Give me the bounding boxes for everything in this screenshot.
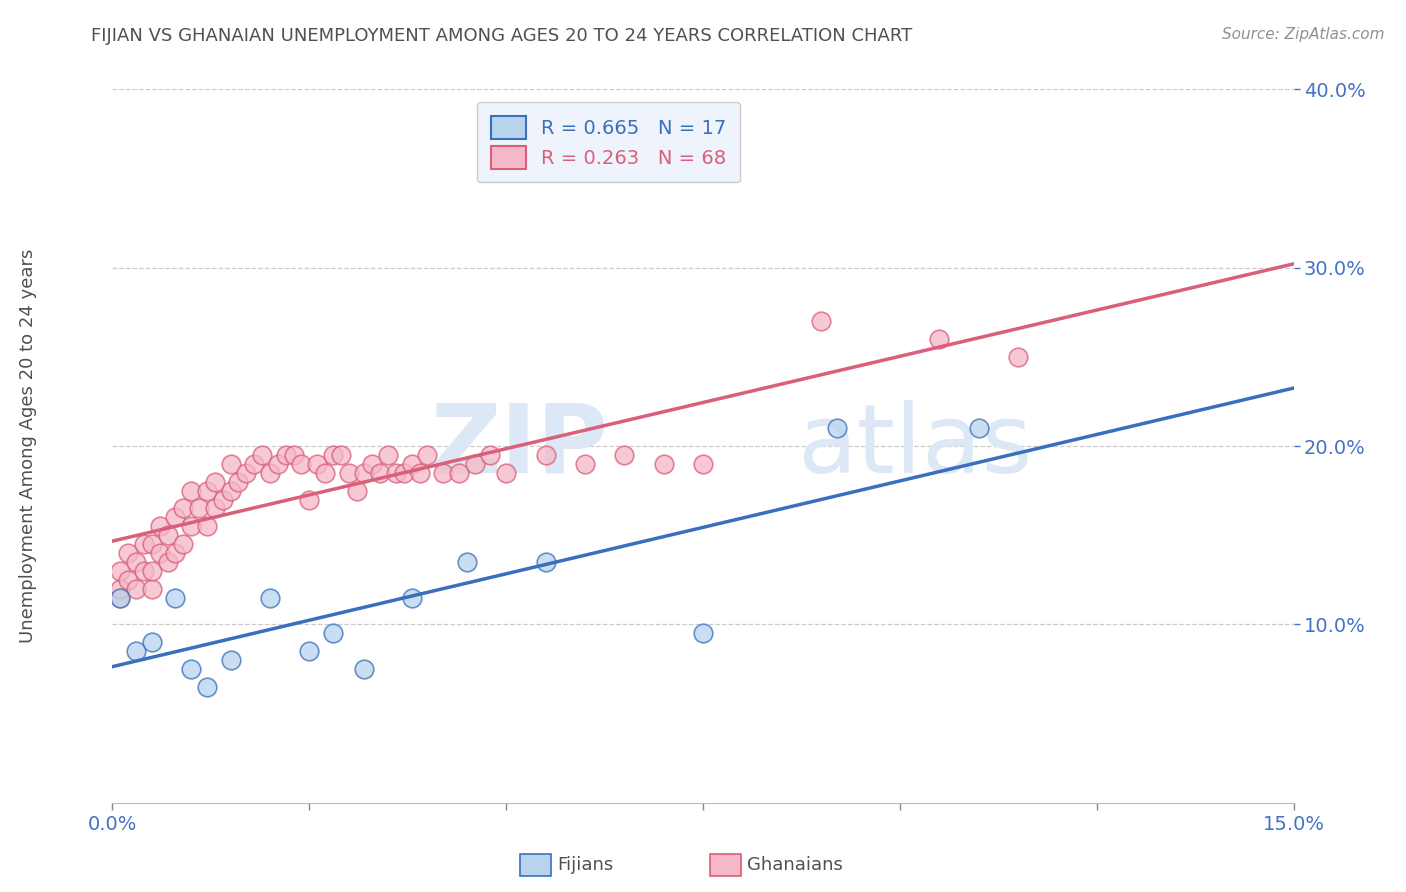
Point xyxy=(165,510,187,524)
Point xyxy=(432,466,454,480)
Point xyxy=(416,448,439,462)
Point xyxy=(456,555,478,569)
Point xyxy=(149,546,172,560)
Point xyxy=(392,466,415,480)
Point xyxy=(165,591,187,605)
Point xyxy=(692,626,714,640)
Point xyxy=(574,457,596,471)
Point xyxy=(172,501,194,516)
Text: Unemployment Among Ages 20 to 24 years: Unemployment Among Ages 20 to 24 years xyxy=(20,249,37,643)
Point xyxy=(967,421,990,435)
Point xyxy=(337,466,360,480)
Point xyxy=(346,483,368,498)
Point xyxy=(329,448,352,462)
Point xyxy=(141,564,163,578)
Point xyxy=(219,653,242,667)
Point xyxy=(692,457,714,471)
Point xyxy=(534,555,557,569)
Point xyxy=(141,635,163,649)
Point xyxy=(298,644,321,658)
Point xyxy=(652,457,675,471)
Point xyxy=(274,448,297,462)
Point xyxy=(267,457,290,471)
Point xyxy=(219,457,242,471)
Point xyxy=(132,537,155,551)
Point xyxy=(322,626,344,640)
Point xyxy=(125,644,148,658)
Legend: R = 0.665   N = 17, R = 0.263   N = 68: R = 0.665 N = 17, R = 0.263 N = 68 xyxy=(477,103,740,182)
Point xyxy=(250,448,273,462)
Point xyxy=(322,448,344,462)
Point xyxy=(195,483,218,498)
Point xyxy=(125,555,148,569)
Point xyxy=(149,519,172,533)
Point xyxy=(495,466,517,480)
Point xyxy=(110,564,132,578)
Point xyxy=(534,448,557,462)
Point xyxy=(195,519,218,533)
Point xyxy=(180,662,202,676)
Text: Fijians: Fijians xyxy=(557,856,613,874)
Point xyxy=(259,466,281,480)
Text: Source: ZipAtlas.com: Source: ZipAtlas.com xyxy=(1222,27,1385,42)
Point xyxy=(479,448,502,462)
Point xyxy=(353,662,375,676)
Point xyxy=(125,582,148,596)
Point xyxy=(290,457,312,471)
Point xyxy=(204,475,226,489)
Point xyxy=(368,466,391,480)
Point xyxy=(180,483,202,498)
Point xyxy=(259,591,281,605)
Point xyxy=(447,466,470,480)
Point xyxy=(110,582,132,596)
Point xyxy=(283,448,305,462)
Point xyxy=(141,582,163,596)
Point xyxy=(243,457,266,471)
Point xyxy=(235,466,257,480)
Point xyxy=(219,483,242,498)
Text: Ghanaians: Ghanaians xyxy=(747,856,842,874)
Text: FIJIAN VS GHANAIAN UNEMPLOYMENT AMONG AGES 20 TO 24 YEARS CORRELATION CHART: FIJIAN VS GHANAIAN UNEMPLOYMENT AMONG AG… xyxy=(91,27,912,45)
Point xyxy=(117,573,139,587)
Point xyxy=(165,546,187,560)
Point xyxy=(195,680,218,694)
Point xyxy=(180,519,202,533)
Point xyxy=(188,501,211,516)
Text: atlas: atlas xyxy=(797,400,1032,492)
Point xyxy=(172,537,194,551)
Point xyxy=(141,537,163,551)
Point xyxy=(117,546,139,560)
Text: ZIP: ZIP xyxy=(430,400,609,492)
Point xyxy=(204,501,226,516)
Point xyxy=(228,475,250,489)
Point xyxy=(307,457,329,471)
Point xyxy=(385,466,408,480)
Point xyxy=(825,421,848,435)
Point xyxy=(298,492,321,507)
Point xyxy=(353,466,375,480)
Point xyxy=(928,332,950,346)
Point xyxy=(401,591,423,605)
Point xyxy=(132,564,155,578)
Point xyxy=(401,457,423,471)
Point xyxy=(464,457,486,471)
Point xyxy=(810,314,832,328)
Point xyxy=(613,448,636,462)
Point xyxy=(110,591,132,605)
Point xyxy=(211,492,233,507)
Point xyxy=(110,591,132,605)
Point xyxy=(314,466,336,480)
Point xyxy=(408,466,430,480)
Point xyxy=(377,448,399,462)
Point xyxy=(156,528,179,542)
Point xyxy=(156,555,179,569)
Point xyxy=(361,457,384,471)
Point xyxy=(1007,350,1029,364)
